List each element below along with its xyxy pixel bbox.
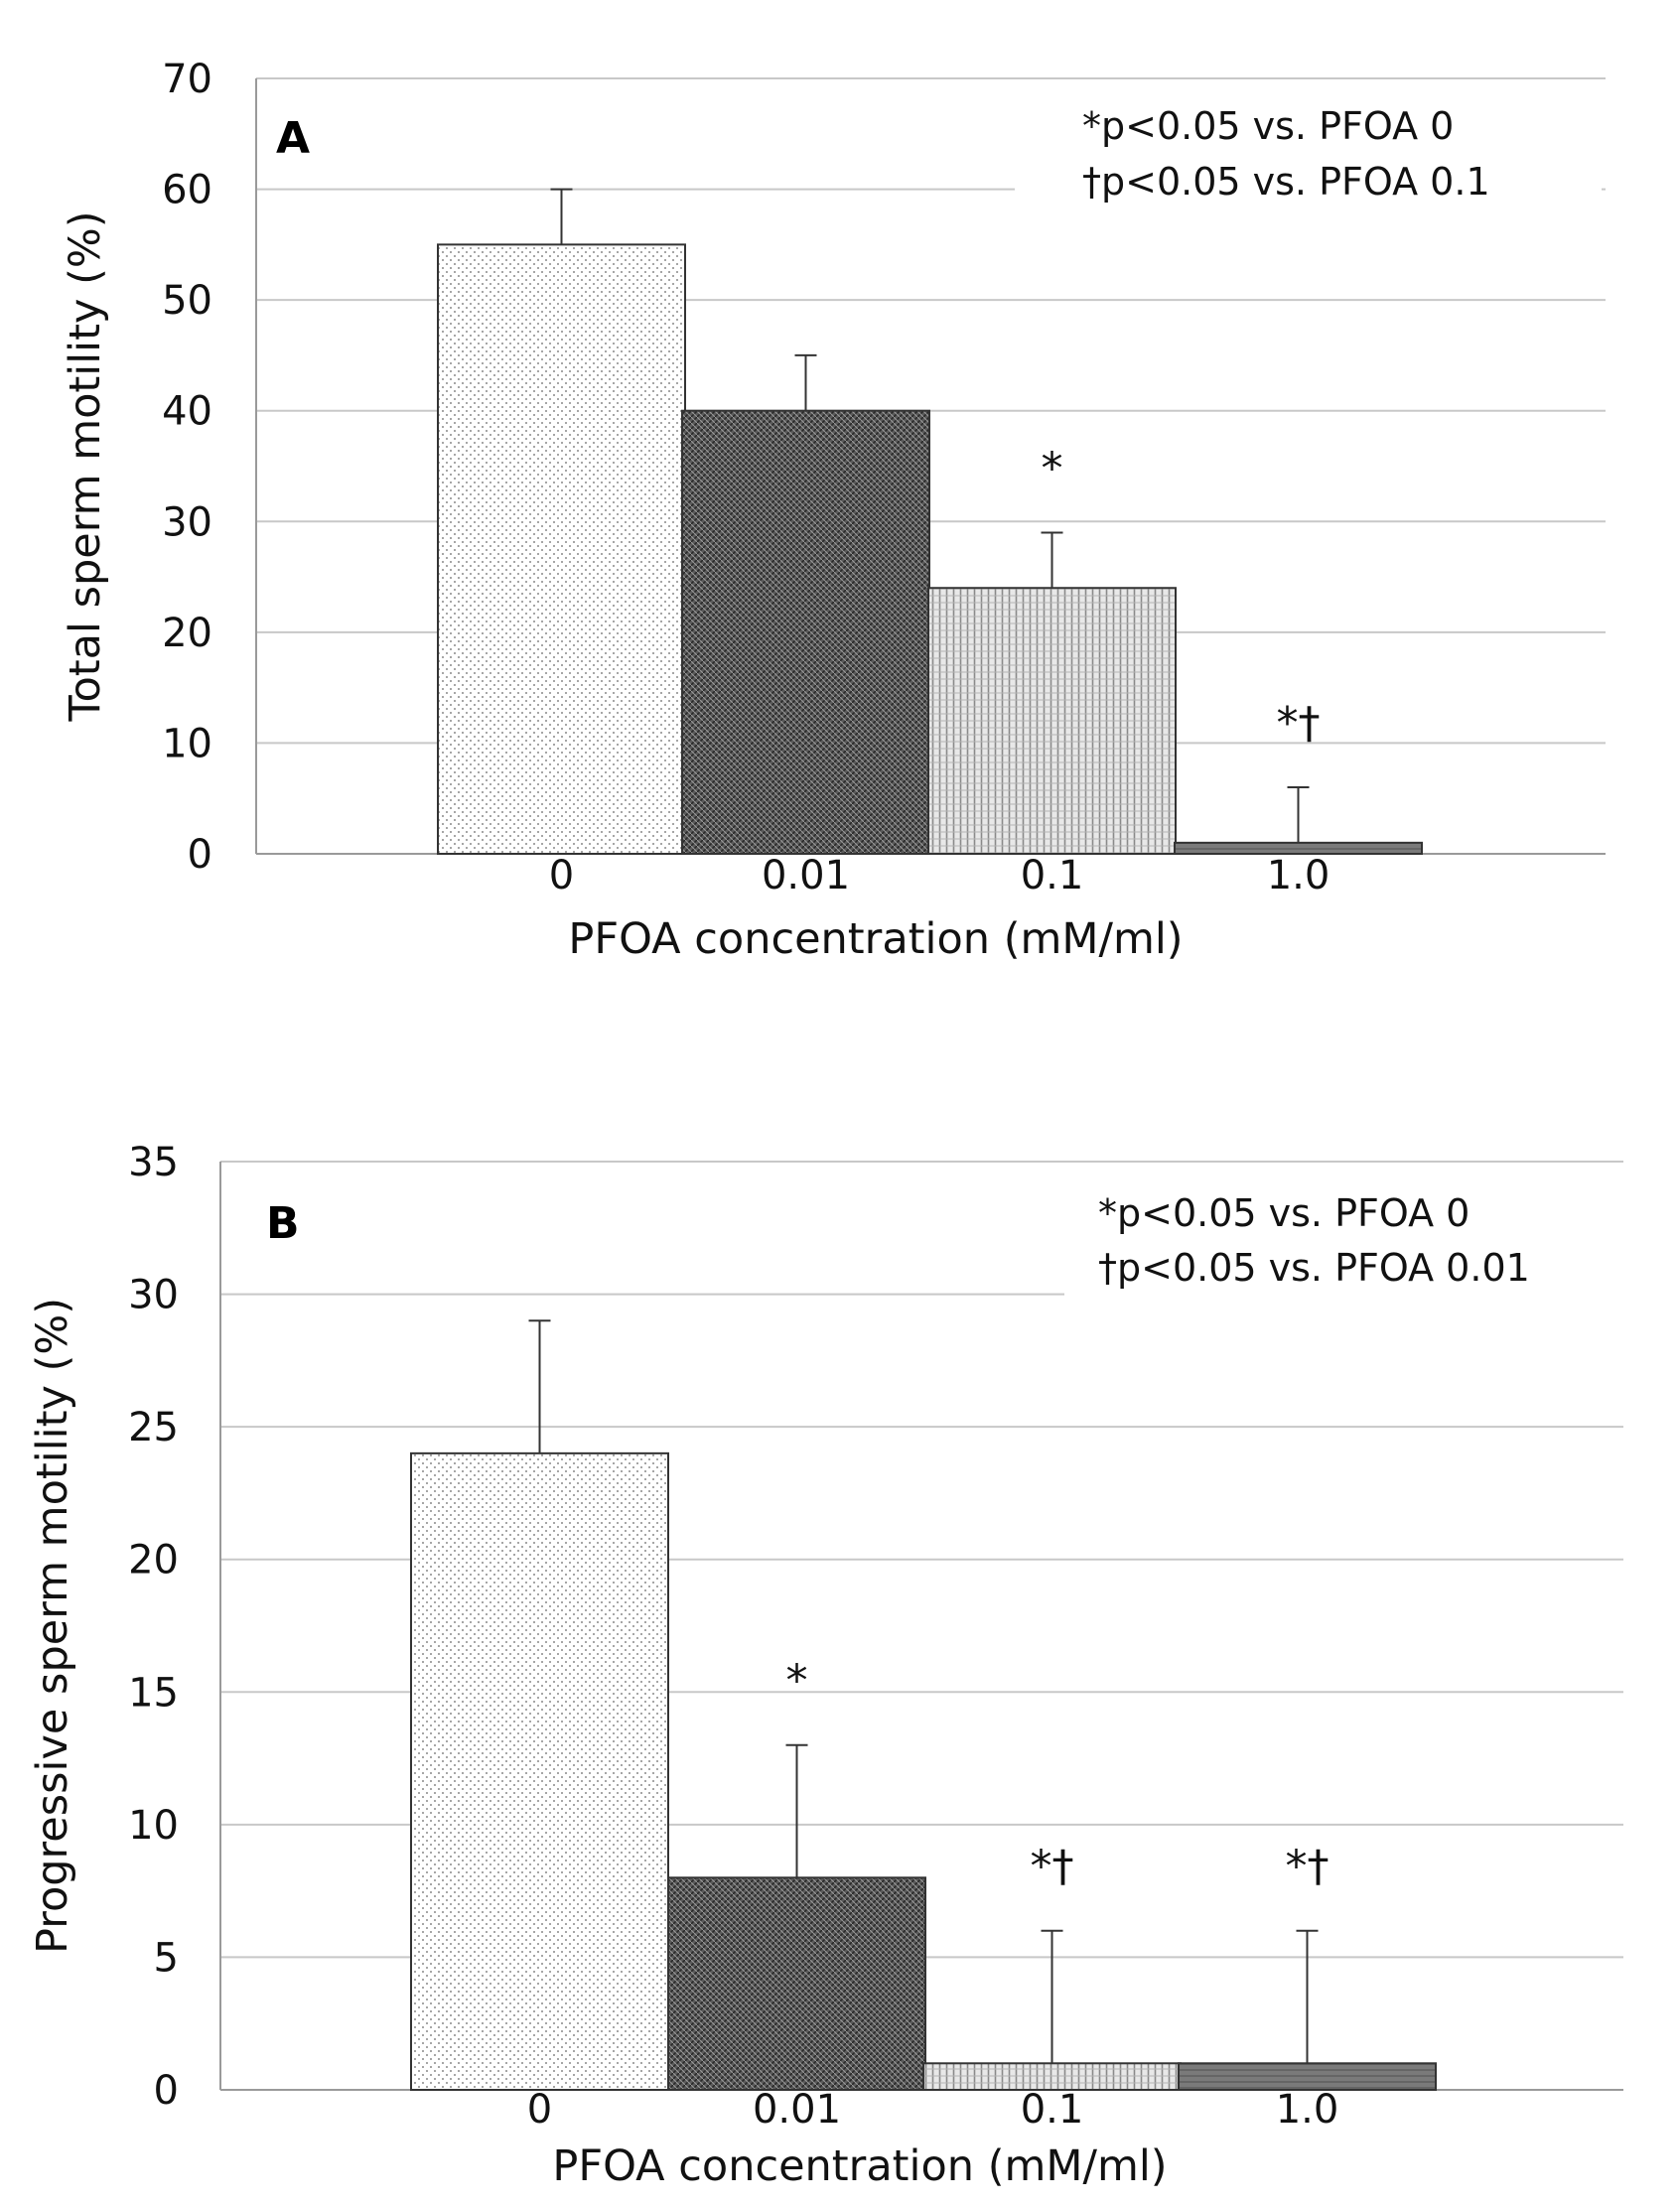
y-tick-label: 30	[128, 1273, 179, 1318]
y-tick-label: 50	[162, 278, 212, 324]
y-tick-label: 25	[128, 1405, 179, 1450]
chart-panel-b: 0 5 10 15 20 25 30 35 0 * 0.01 *† 0.1 *† 1.0 PFOA conce…	[28, 1140, 1623, 2191]
notes-background	[1064, 1182, 1623, 1297]
significance-mark: *	[786, 1656, 808, 1707]
x-tick-label: 0.1	[1021, 2087, 1084, 2133]
y-tick-label: 35	[128, 1140, 179, 1185]
y-tick-label: 40	[162, 389, 212, 435]
y-tick-label: 15	[128, 1670, 179, 1716]
y-tick-label: 70	[162, 57, 212, 102]
significance-mark: *	[1042, 443, 1063, 493]
bar	[681, 409, 930, 855]
x-axis-label: PFOA concentration (mM/ml)	[552, 2141, 1167, 2191]
y-axis-label: Progressive sperm motility (%)	[28, 1298, 77, 1954]
x-axis-label: PFOA concentration (mM/ml)	[568, 914, 1183, 964]
x-tick-label: 0	[527, 2087, 552, 2133]
significance-mark: *†	[1277, 698, 1321, 749]
x-tick-label: 0	[549, 853, 574, 898]
y-axis-label: Total sperm motility (%)	[61, 210, 110, 722]
bar	[922, 2062, 1182, 2091]
notes-background	[1015, 95, 1602, 210]
significance-note: *p<0.05 vs. PFOA 0	[1098, 1191, 1470, 1235]
y-tick-label: 0	[154, 2068, 179, 2114]
panel-label: A	[276, 113, 310, 164]
bar	[410, 1451, 669, 2092]
x-tick-label: 1.0	[1276, 2087, 1339, 2133]
significance-mark: *†	[1031, 1842, 1074, 1892]
significance-mark: *†	[1286, 1842, 1330, 1892]
y-tick-label: 0	[188, 832, 212, 878]
chart-panel-a: 0 10 20 30 40 50 60 70 0 0.01 * 0.1 *† 1.0 PFOA concen…	[61, 57, 1606, 964]
bar	[667, 1876, 926, 2092]
panel-label: B	[266, 1198, 300, 1249]
significance-note: *p<0.05 vs. PFOA 0	[1082, 104, 1454, 148]
bar	[1178, 2062, 1437, 2091]
y-tick-label: 10	[128, 1803, 179, 1849]
bar	[927, 587, 1177, 855]
bar	[437, 243, 686, 856]
x-tick-label: 0.01	[753, 2087, 841, 2133]
y-tick-label: 60	[162, 168, 212, 213]
y-tick-label: 5	[154, 1935, 179, 1981]
x-tick-label: 1.0	[1267, 853, 1330, 898]
y-tick-label: 20	[162, 611, 212, 656]
x-tick-label: 0.1	[1021, 853, 1084, 898]
significance-note: †p<0.05 vs. PFOA 0.01	[1098, 1246, 1530, 1290]
y-tick-label: 20	[128, 1538, 179, 1584]
x-tick-label: 0.01	[762, 853, 850, 898]
y-tick-label: 30	[162, 499, 212, 545]
significance-note: †p<0.05 vs. PFOA 0.1	[1082, 160, 1490, 204]
y-tick-label: 10	[162, 721, 212, 766]
